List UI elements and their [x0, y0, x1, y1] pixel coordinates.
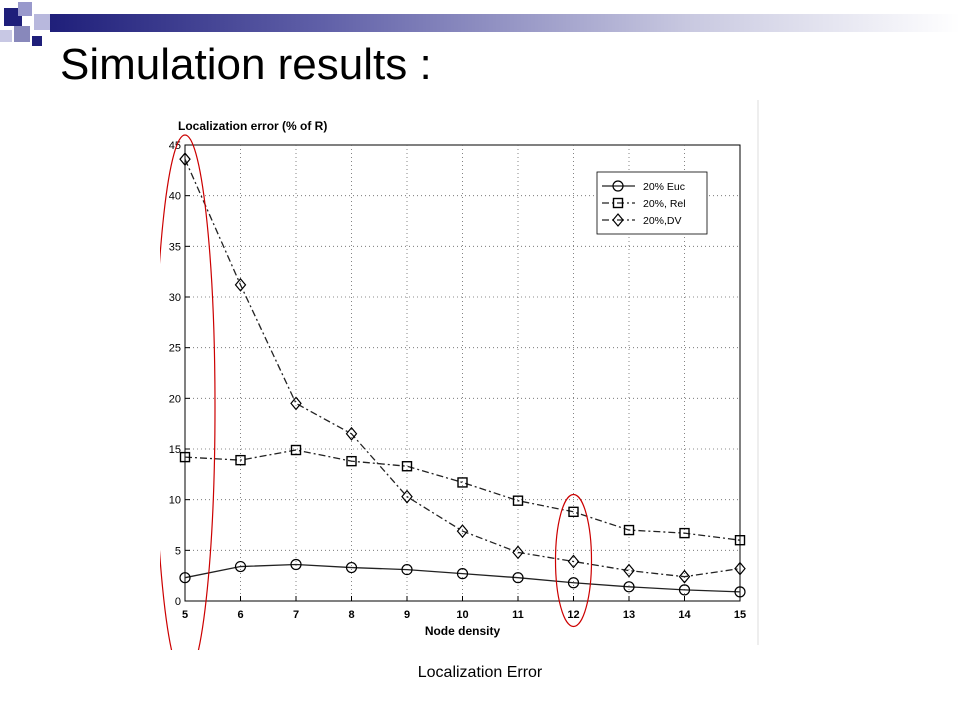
data-point-circle	[512, 572, 524, 584]
x-tick-label: 14	[678, 609, 691, 621]
data-point-square	[401, 461, 413, 472]
x-tick-label: 11	[512, 609, 524, 621]
data-point-diamond	[179, 152, 191, 167]
line-chart: 5 6 7 8 9 10 11 12 13 14 15051015202530354045Local…	[154, 100, 759, 680]
data-point-diamond	[512, 545, 524, 560]
slide-footer: Localization Error	[417, 664, 543, 681]
x-tick-label: 13	[623, 609, 635, 621]
slide-top-bar	[50, 14, 960, 32]
data-point-square	[457, 477, 468, 488]
legend-marker-circle	[612, 180, 624, 192]
legend-label: 20%, Rel	[643, 198, 686, 210]
data-point-circle	[678, 584, 691, 596]
x-tick-label: 8	[348, 609, 354, 621]
data-point-diamond	[290, 396, 302, 411]
legend-marker-diamond	[612, 213, 624, 227]
x-tick-label: 15	[734, 609, 746, 621]
slide-corner-square-1	[4, 8, 22, 26]
data-point-square	[235, 454, 246, 466]
data-point-circle	[734, 586, 746, 598]
y-axis-label: Localization error (% of R)	[178, 119, 327, 133]
slide-corner-square-4	[14, 26, 30, 42]
data-point-diamond	[234, 277, 247, 292]
data-point-circle	[401, 563, 413, 576]
data-point-square	[512, 495, 524, 506]
highlight-ellipse-x12	[554, 493, 593, 628]
chart-container: 5 6 7 8 9 10 11 12 13 14 15 0 5 10 15 20 25 30 35 40 45 Local…	[154, 100, 760, 680]
y-tick-label: 25	[169, 343, 181, 355]
data-point-circle	[623, 581, 635, 593]
y-tick-label: 5	[175, 545, 181, 557]
data-point-diamond	[567, 554, 580, 569]
x-tick-label: 5	[182, 609, 188, 621]
slide-corner-square-6	[0, 30, 12, 42]
legend-label: 20%,DV	[643, 215, 682, 227]
data-point-square	[679, 527, 690, 539]
x-tick-label: 12	[567, 609, 579, 621]
legend-label: 20% Euc	[643, 181, 685, 193]
series-line-circle	[184, 563, 741, 593]
data-point-square	[346, 455, 357, 467]
data-point-square	[623, 524, 635, 536]
x-axis-label: Node density	[425, 624, 501, 638]
legend-marker-square	[612, 197, 624, 209]
y-tick-label: 35	[169, 241, 181, 253]
data-point-diamond	[456, 524, 469, 539]
y-tick-label: 30	[169, 292, 181, 304]
data-point-square	[290, 444, 302, 456]
data-point-circle	[345, 561, 358, 574]
x-tick-label: 9	[404, 609, 410, 621]
series-line-square	[184, 449, 741, 541]
y-tick-label: 20	[169, 393, 181, 405]
y-tick-label: 15	[169, 444, 181, 456]
data-point-square	[568, 506, 579, 518]
y-tick-label: 10	[169, 495, 181, 507]
slide-corner-square-2	[18, 2, 32, 16]
data-point-diamond	[345, 426, 358, 441]
slide-corner-square-3	[34, 14, 50, 30]
data-point-diamond	[401, 489, 413, 504]
y-tick-label: 0	[175, 596, 181, 608]
x-tick-label: 7	[293, 609, 299, 621]
series-line-diamond	[184, 158, 741, 578]
data-point-diamond	[678, 569, 691, 584]
data-point-diamond	[623, 563, 635, 578]
data-point-square	[179, 451, 191, 463]
slide-title: Simulation results :	[60, 40, 432, 89]
data-point-circle	[456, 568, 469, 580]
y-tick-label: 40	[169, 191, 181, 203]
data-point-circle	[179, 572, 191, 584]
data-point-circle	[234, 560, 247, 573]
x-tick-label: 10	[456, 609, 468, 621]
x-tick-label: 6	[237, 609, 243, 621]
slide-corner-square-5	[32, 36, 42, 46]
data-point-circle	[567, 577, 580, 589]
data-point-square	[734, 535, 746, 546]
data-point-diamond	[734, 561, 746, 576]
data-point-circle	[290, 558, 302, 571]
